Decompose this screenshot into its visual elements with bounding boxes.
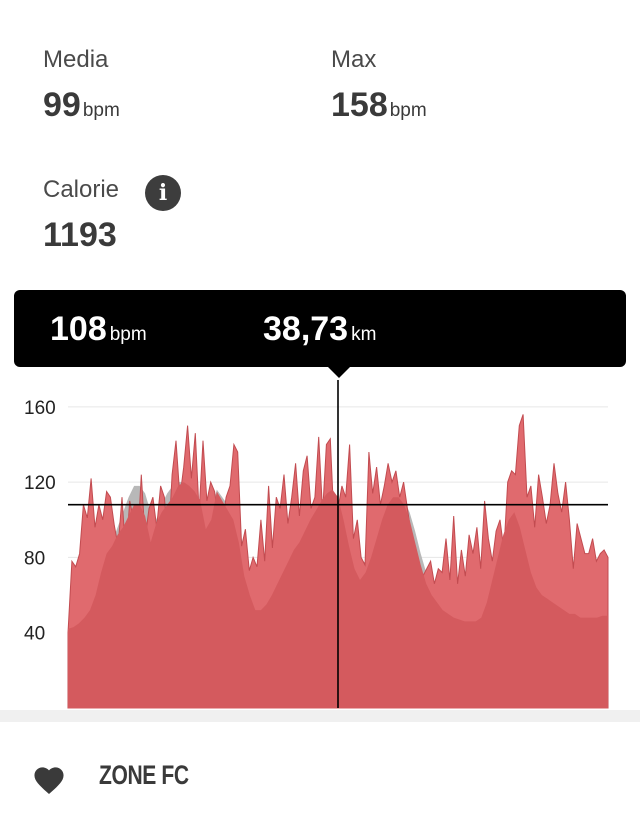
- stat-calories-label: Calorie: [43, 176, 120, 203]
- tooltip-pointer: [328, 367, 350, 378]
- y-tick-label: 40: [24, 624, 45, 645]
- stat-max-value: 158 bpm: [331, 86, 427, 124]
- zone-fc-row[interactable]: ZONE FC: [0, 722, 640, 829]
- y-tick-label: 160: [24, 398, 56, 419]
- section-divider: [0, 710, 640, 722]
- stat-calories-value: 1193: [43, 216, 117, 254]
- stat-average-value: 99 bpm: [43, 86, 120, 124]
- heart-icon: [34, 767, 64, 795]
- y-tick-label: 120: [24, 473, 56, 494]
- stat-max-unit: bpm: [389, 100, 427, 121]
- chart-tooltip: 108 bpm 38,73 km: [14, 290, 626, 378]
- stat-average-unit: bpm: [82, 100, 120, 121]
- y-tick-label: 80: [24, 548, 45, 569]
- info-icon[interactable]: i: [145, 175, 181, 211]
- tooltip-distance: 38,73 km: [263, 310, 377, 348]
- stat-average-label: Media: [43, 46, 109, 73]
- tooltip-heart-rate: 108 bpm: [50, 310, 147, 348]
- heart-rate-chart[interactable]: 160 120 80 40: [0, 380, 640, 710]
- stat-max-label: Max: [331, 46, 377, 73]
- zone-fc-label: ZONE FC: [99, 760, 189, 790]
